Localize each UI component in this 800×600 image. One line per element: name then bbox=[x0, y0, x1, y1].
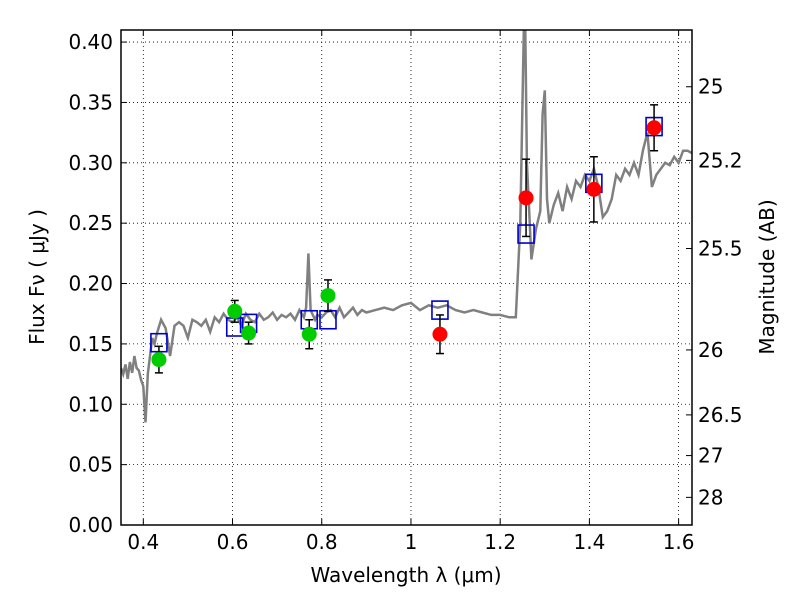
y-tick-label: 0.10 bbox=[68, 392, 113, 416]
x-tick-label: 1.4 bbox=[573, 530, 605, 554]
grid bbox=[121, 30, 692, 526]
data-point bbox=[151, 352, 167, 368]
y-tick-label: 0.00 bbox=[68, 513, 113, 537]
y-axis-label: Flux Fν ( μJy ) bbox=[25, 209, 49, 345]
data-point bbox=[586, 181, 602, 197]
y-tick-label: 0.20 bbox=[68, 272, 113, 296]
mag-tick-label: 26.5 bbox=[698, 403, 743, 427]
mag-tick-label: 25.5 bbox=[698, 237, 743, 261]
plot-frame bbox=[120, 29, 693, 526]
x-axis-label: Wavelength λ (μm) bbox=[310, 563, 501, 587]
y-tick-label: 0.15 bbox=[68, 332, 113, 356]
data-point bbox=[227, 303, 243, 319]
x-tick-label: 0.6 bbox=[217, 530, 249, 554]
y-tick-label: 0.35 bbox=[68, 90, 113, 114]
data-point bbox=[646, 120, 662, 136]
mag-tick-label: 26 bbox=[698, 338, 723, 362]
data-point bbox=[518, 190, 534, 206]
mag-tick-label: 25 bbox=[698, 75, 723, 99]
y-tick-label: 0.40 bbox=[68, 30, 113, 54]
y-tick-label: 0.30 bbox=[68, 151, 113, 175]
y-tick-label: 0.25 bbox=[68, 211, 113, 235]
mag-tick-label: 28 bbox=[698, 485, 723, 509]
y-tick-label: 0.05 bbox=[68, 453, 113, 477]
x-tick-label: 1.2 bbox=[484, 530, 516, 554]
mag-tick-label: 27 bbox=[698, 444, 723, 468]
x-tick-label: 0.4 bbox=[127, 530, 159, 554]
plot-background bbox=[121, 30, 692, 525]
data-point bbox=[432, 326, 448, 342]
data-point bbox=[241, 325, 257, 341]
x-tick-label: 1.6 bbox=[663, 530, 695, 554]
markers-layer bbox=[150, 104, 663, 374]
y-axis-right-label: Magnitude (AB) bbox=[755, 199, 779, 354]
x-tick-label: 0.8 bbox=[306, 530, 338, 554]
model-spectrum-layer bbox=[121, 30, 692, 423]
data-point bbox=[320, 288, 336, 304]
model-spectrum-line bbox=[121, 30, 692, 423]
ticks: 0.4 0.6 0.8 1 1.2 1.4 1.6 0.00 0.05 0.10 0.15 0.20 0… bbox=[68, 30, 743, 554]
x-tick-label: 1 bbox=[405, 530, 418, 554]
mag-tick-label: 25.2 bbox=[698, 148, 743, 172]
data-point bbox=[301, 326, 317, 342]
